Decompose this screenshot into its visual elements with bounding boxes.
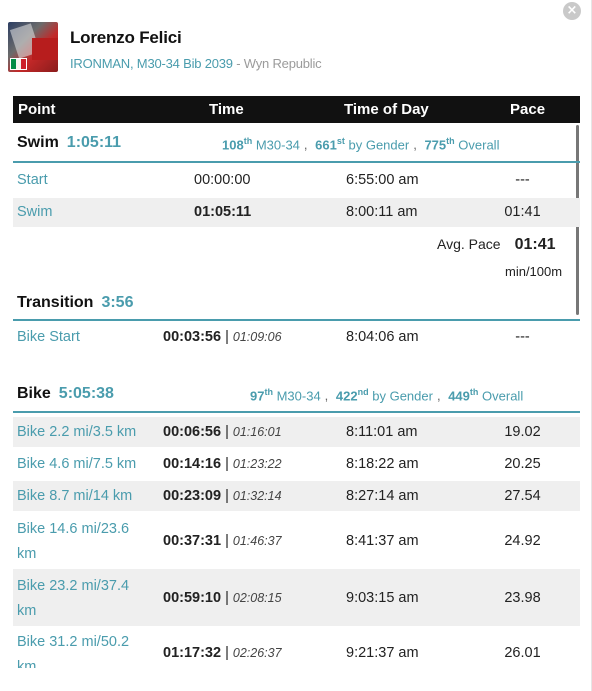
time-of-day: 8:00:11 am bbox=[346, 204, 418, 220]
split-time: 00:59:10 bbox=[163, 590, 222, 606]
cumulative-time: 02:08:15 bbox=[232, 591, 282, 605]
swim-section-title: Swim 1:05:11 bbox=[17, 134, 121, 152]
avg-pace-unit: min/100m bbox=[505, 264, 563, 279]
race-division-bib: IRONMAN, M30-34 Bib 2039 bbox=[70, 56, 233, 71]
pace: 24.92 bbox=[504, 533, 541, 549]
table-row: Start 00:00:00 6:55:00 am --- bbox=[13, 168, 580, 196]
average-pace: Avg. Pace 01:41 bbox=[437, 236, 555, 254]
split-time: 00:06:56 bbox=[163, 424, 222, 440]
athlete-race-info: IRONMAN, M30-34 Bib 2039 - Wyn Republic bbox=[70, 56, 322, 71]
split-time: 00:37:31 bbox=[163, 533, 222, 549]
section-divider bbox=[13, 161, 580, 163]
split-time: 01:05:11 bbox=[194, 204, 252, 220]
time-of-day: 8:41:37 am bbox=[346, 533, 419, 549]
split-point-link[interactable]: Bike 4.6 mi/7.5 km bbox=[17, 456, 137, 472]
split-point-link[interactable]: Bike 2.2 mi/3.5 km bbox=[17, 424, 137, 440]
country-flag-icon bbox=[10, 58, 27, 70]
time-of-day: 8:04:06 am bbox=[346, 329, 419, 345]
rank-label: M30-34 bbox=[276, 388, 321, 404]
split-point-link[interactable]: Swim bbox=[17, 204, 53, 220]
split-point-link[interactable]: Bike 14.6 mi/23.6 km bbox=[17, 521, 130, 562]
close-button[interactable]: × bbox=[563, 2, 581, 20]
cumulative-time: 01:23:22 bbox=[232, 457, 282, 471]
pace: 01:41 bbox=[504, 204, 541, 220]
pace: 23.98 bbox=[504, 590, 541, 606]
rank-label: M30-34 bbox=[255, 137, 300, 153]
split-point-link[interactable]: Bike 23.2 mi/37.4 km bbox=[17, 578, 130, 619]
time-of-day: 9:21:37 am bbox=[346, 645, 419, 661]
split-point-link[interactable]: Bike 8.7 mi/14 km bbox=[17, 488, 133, 504]
section-divider bbox=[13, 319, 580, 321]
col-time-of-day: Time of Day bbox=[344, 101, 429, 118]
pace: 26.01 bbox=[504, 645, 541, 661]
table-row: Bike 31.2 mi/50.2 km 01:17:32 | 02:26:37 … bbox=[13, 628, 580, 668]
split-time: 01:17:32 bbox=[163, 645, 222, 661]
avg-pace-value: 01:41 bbox=[514, 236, 556, 253]
split-time: 00:23:09 bbox=[163, 488, 222, 504]
split-time: 00:00:00 bbox=[194, 172, 251, 188]
col-pace: Pace bbox=[510, 101, 546, 118]
transition-time: 3:56 bbox=[101, 294, 134, 311]
split-point-link[interactable]: Start bbox=[17, 172, 48, 188]
rank-label: Overall bbox=[458, 137, 500, 153]
table-row: Swim 01:05:11 8:00:11 am 01:41 bbox=[13, 198, 580, 227]
table-row: Bike 23.2 mi/37.4 km 00:59:10 | 02:08:15 … bbox=[13, 569, 580, 626]
pace: --- bbox=[515, 329, 530, 345]
col-point: Point bbox=[18, 101, 56, 118]
table-row: Bike 14.6 mi/23.6 km 00:37:31 | 01:46:37 … bbox=[13, 513, 580, 567]
swim-time: 1:05:11 bbox=[66, 134, 122, 151]
swim-ranks: 108th M30-34, 661st by Gender, 775th Ove… bbox=[222, 136, 500, 153]
time-of-day: 9:03:15 am bbox=[346, 590, 419, 606]
pace: 19.02 bbox=[504, 424, 541, 440]
pace: 20.25 bbox=[504, 456, 541, 472]
cumulative-time: 01:16:01 bbox=[232, 425, 282, 439]
split-time: 00:14:16 bbox=[163, 456, 222, 472]
table-row: Bike 2.2 mi/3.5 km 00:06:56 | 01:16:01 8… bbox=[13, 417, 580, 447]
avg-pace-label: Avg. Pace bbox=[437, 236, 501, 252]
bike-time: 5:05:38 bbox=[58, 385, 114, 402]
cumulative-time: 02:26:37 bbox=[232, 646, 282, 660]
time-of-day: 8:18:22 am bbox=[346, 456, 419, 472]
time-of-day: 8:11:01 am bbox=[346, 424, 418, 440]
col-time: Time bbox=[209, 101, 244, 118]
bike-section-title: Bike 5:05:38 bbox=[17, 385, 114, 403]
table-row: Bike 4.6 mi/7.5 km 00:14:16 | 01:23:22 8… bbox=[13, 449, 580, 479]
swim-label: Swim bbox=[17, 134, 59, 151]
table-row: Bike Start 00:03:56 | 01:09:06 8:04:06 a… bbox=[13, 325, 580, 353]
table-header: Point Time Time of Day Pace bbox=[13, 96, 580, 123]
pace: --- bbox=[515, 172, 530, 188]
rank-label: Overall bbox=[482, 388, 524, 404]
time-of-day: 6:55:00 am bbox=[346, 172, 419, 188]
pace: 27.54 bbox=[504, 488, 541, 504]
table-row: Bike 8.7 mi/14 km 00:23:09 | 01:32:14 8:… bbox=[13, 481, 580, 511]
cumulative-time: 01:32:14 bbox=[232, 489, 282, 503]
bike-label: Bike bbox=[17, 385, 51, 402]
transition-label: Transition bbox=[17, 294, 94, 311]
race-separator: - bbox=[232, 56, 244, 71]
rank-label: by Gender bbox=[348, 137, 410, 153]
section-divider bbox=[13, 411, 580, 413]
cumulative-time: 01:46:37 bbox=[232, 534, 282, 548]
bike-ranks: 97th M30-34, 422nd by Gender, 449th Over… bbox=[250, 387, 524, 404]
cumulative-time: 01:09:06 bbox=[232, 330, 282, 344]
split-point-link[interactable]: Bike Start bbox=[17, 329, 80, 345]
split-point-link[interactable]: Bike 31.2 mi/50.2 km bbox=[17, 634, 130, 668]
athlete-country: Wyn Republic bbox=[243, 56, 322, 71]
athlete-name: Lorenzo Felici bbox=[70, 28, 182, 47]
rank-label: by Gender bbox=[372, 388, 433, 404]
split-time: 00:03:56 bbox=[163, 329, 222, 345]
transition-section-title: Transition 3:56 bbox=[17, 294, 133, 312]
time-of-day: 8:27:14 am bbox=[346, 488, 419, 504]
